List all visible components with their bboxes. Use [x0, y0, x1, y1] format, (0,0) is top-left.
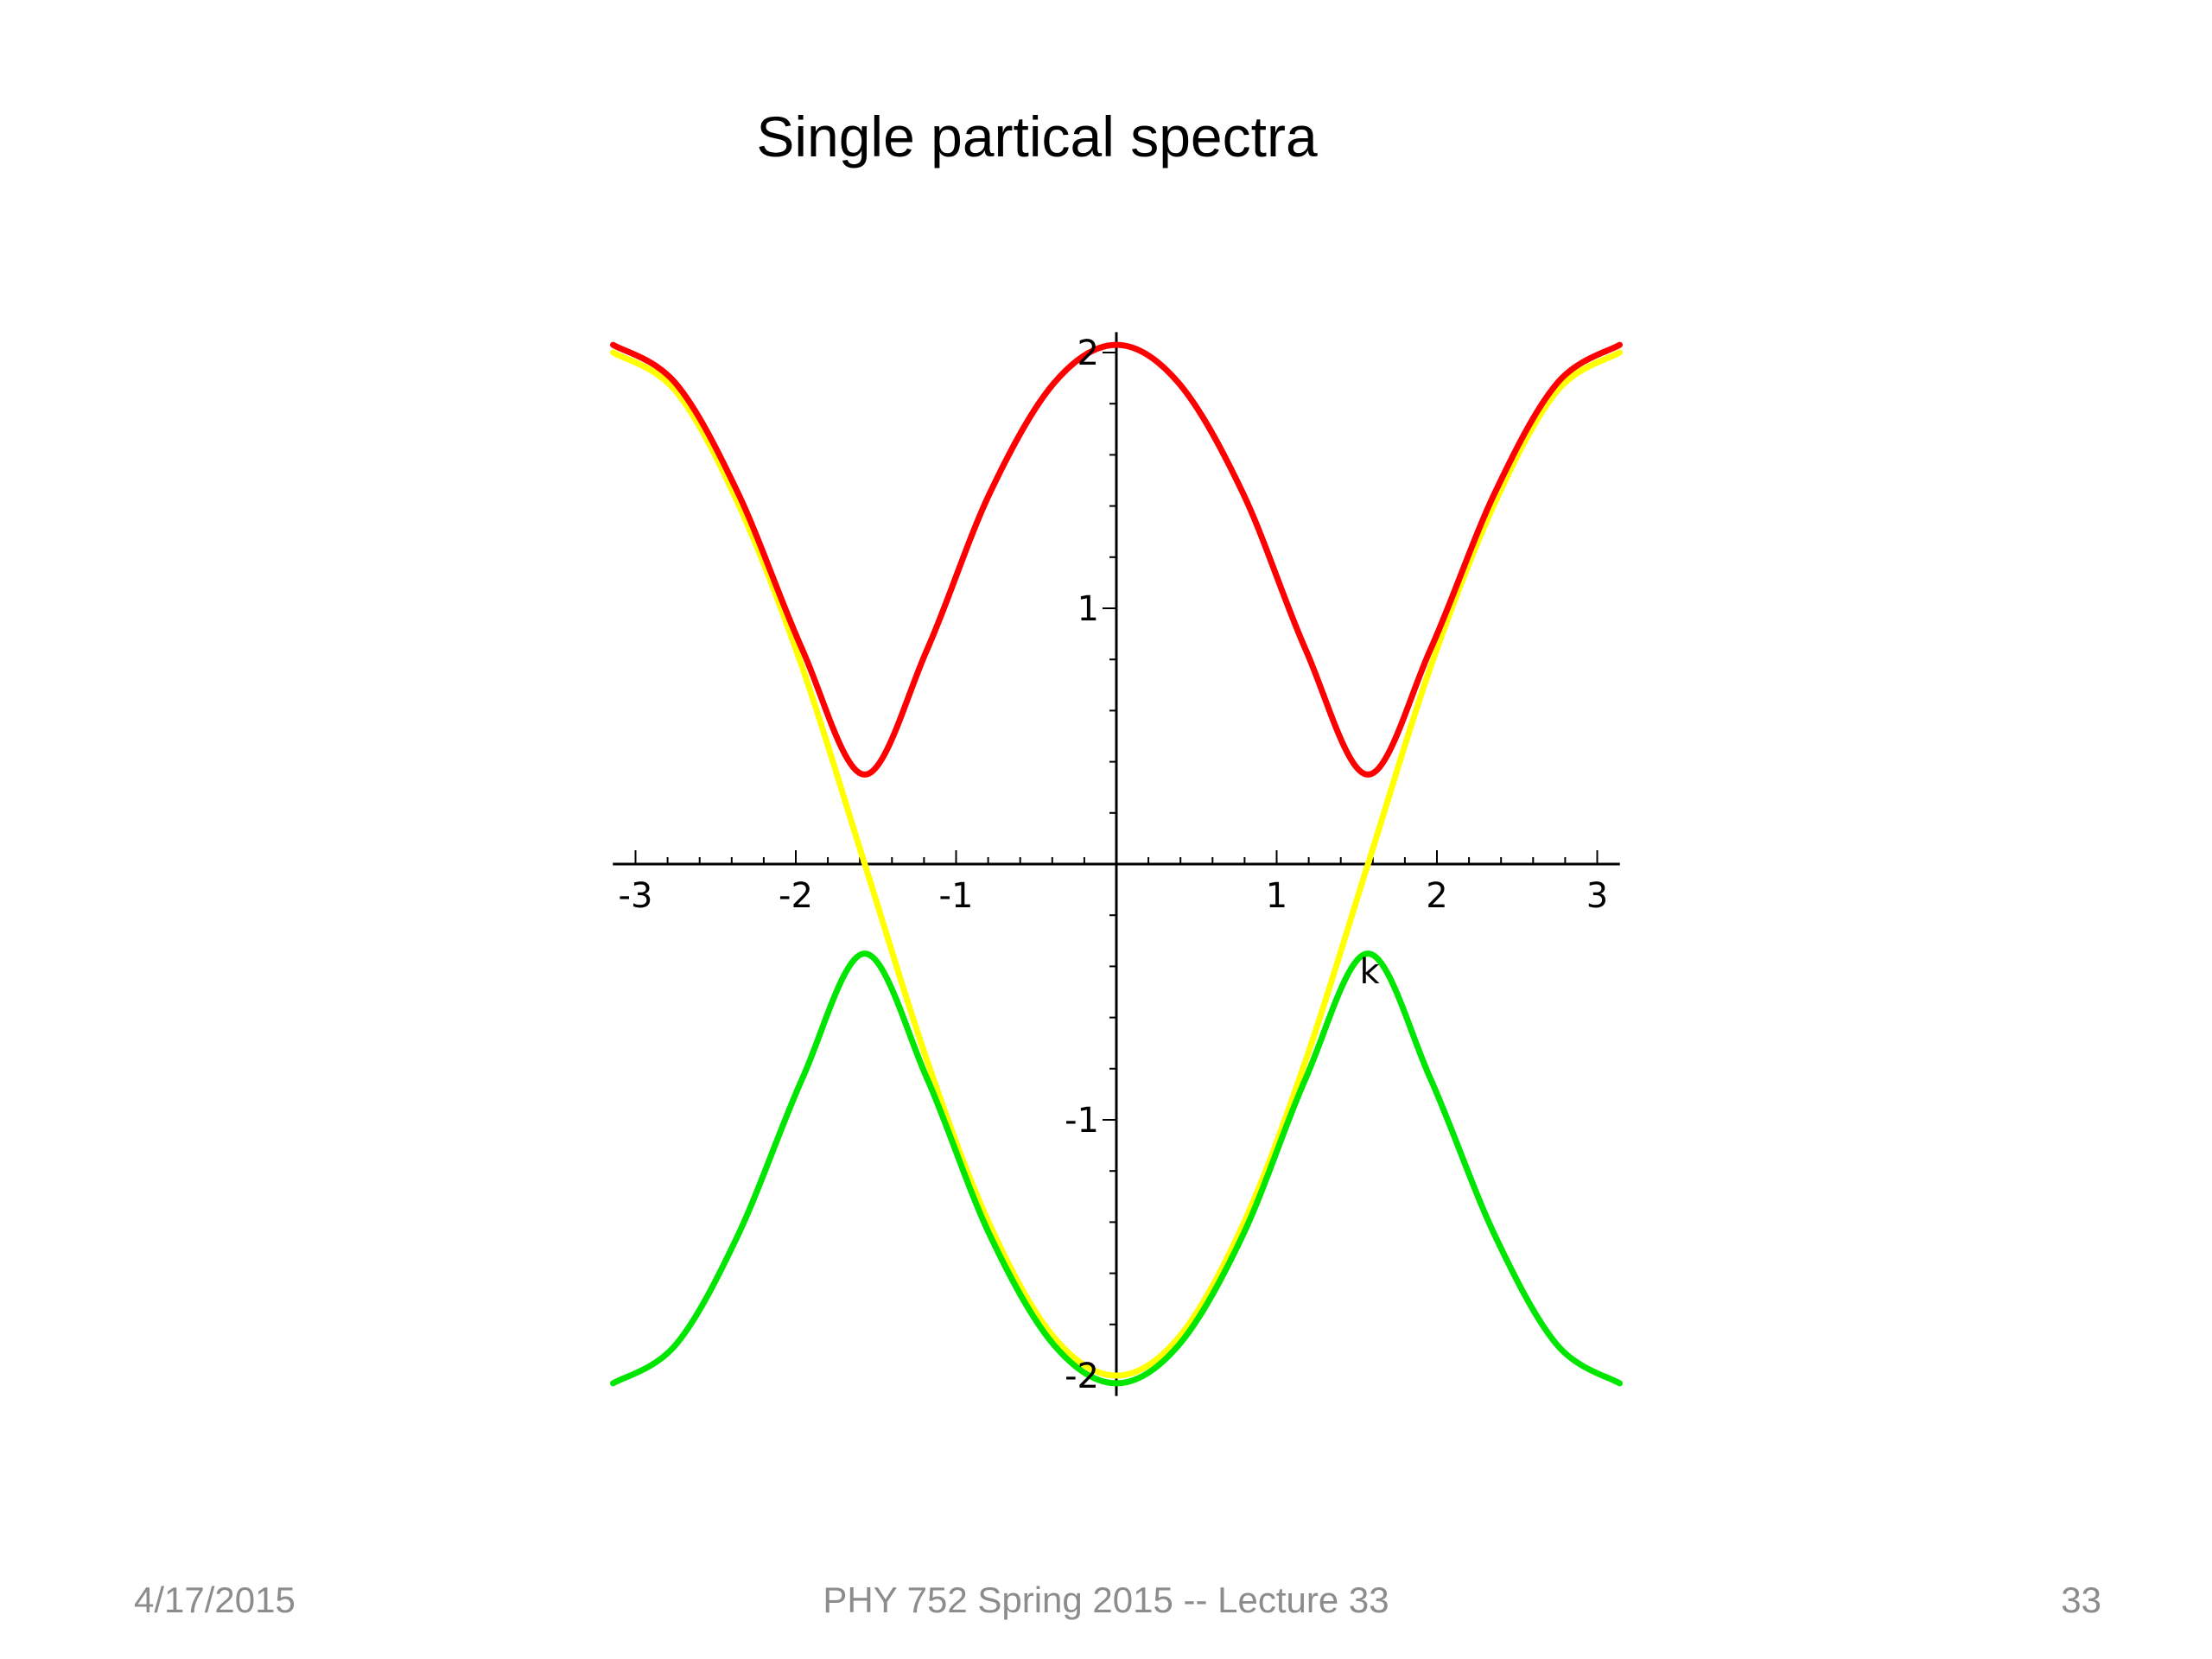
x-tick-label: 1: [1266, 876, 1287, 916]
series-line-yellow: [610, 349, 1623, 1379]
x-tick-label: -1: [939, 876, 974, 916]
y-tick-label: 2: [1077, 334, 1099, 373]
y-tick-label: -1: [1065, 1101, 1099, 1141]
x-tick-label: -2: [779, 876, 813, 916]
footer-page-number: 33: [2061, 1580, 2101, 1620]
series-line-green: [610, 950, 1623, 1387]
x-tick-label: 3: [1586, 876, 1608, 916]
x-axis-label: k: [1360, 952, 1381, 992]
y-tick-label: 1: [1077, 589, 1099, 629]
x-tick-label: -3: [619, 876, 653, 916]
tick-labels: -3 -2 -1 1 2 3 2 1 -1 -2 k: [619, 334, 1609, 1396]
footer-course: PHY 752 Spring 2015 -- Lecture 33: [823, 1580, 1389, 1620]
axes: [613, 332, 1620, 1396]
slide-title: Single partical spectra: [756, 105, 1318, 168]
series-line-red: [610, 341, 1623, 778]
y-tick-label: -2: [1065, 1357, 1099, 1396]
footer-date: 4/17/2015: [134, 1580, 296, 1620]
x-tick-label: 2: [1426, 876, 1447, 916]
curves: [610, 341, 1623, 1387]
